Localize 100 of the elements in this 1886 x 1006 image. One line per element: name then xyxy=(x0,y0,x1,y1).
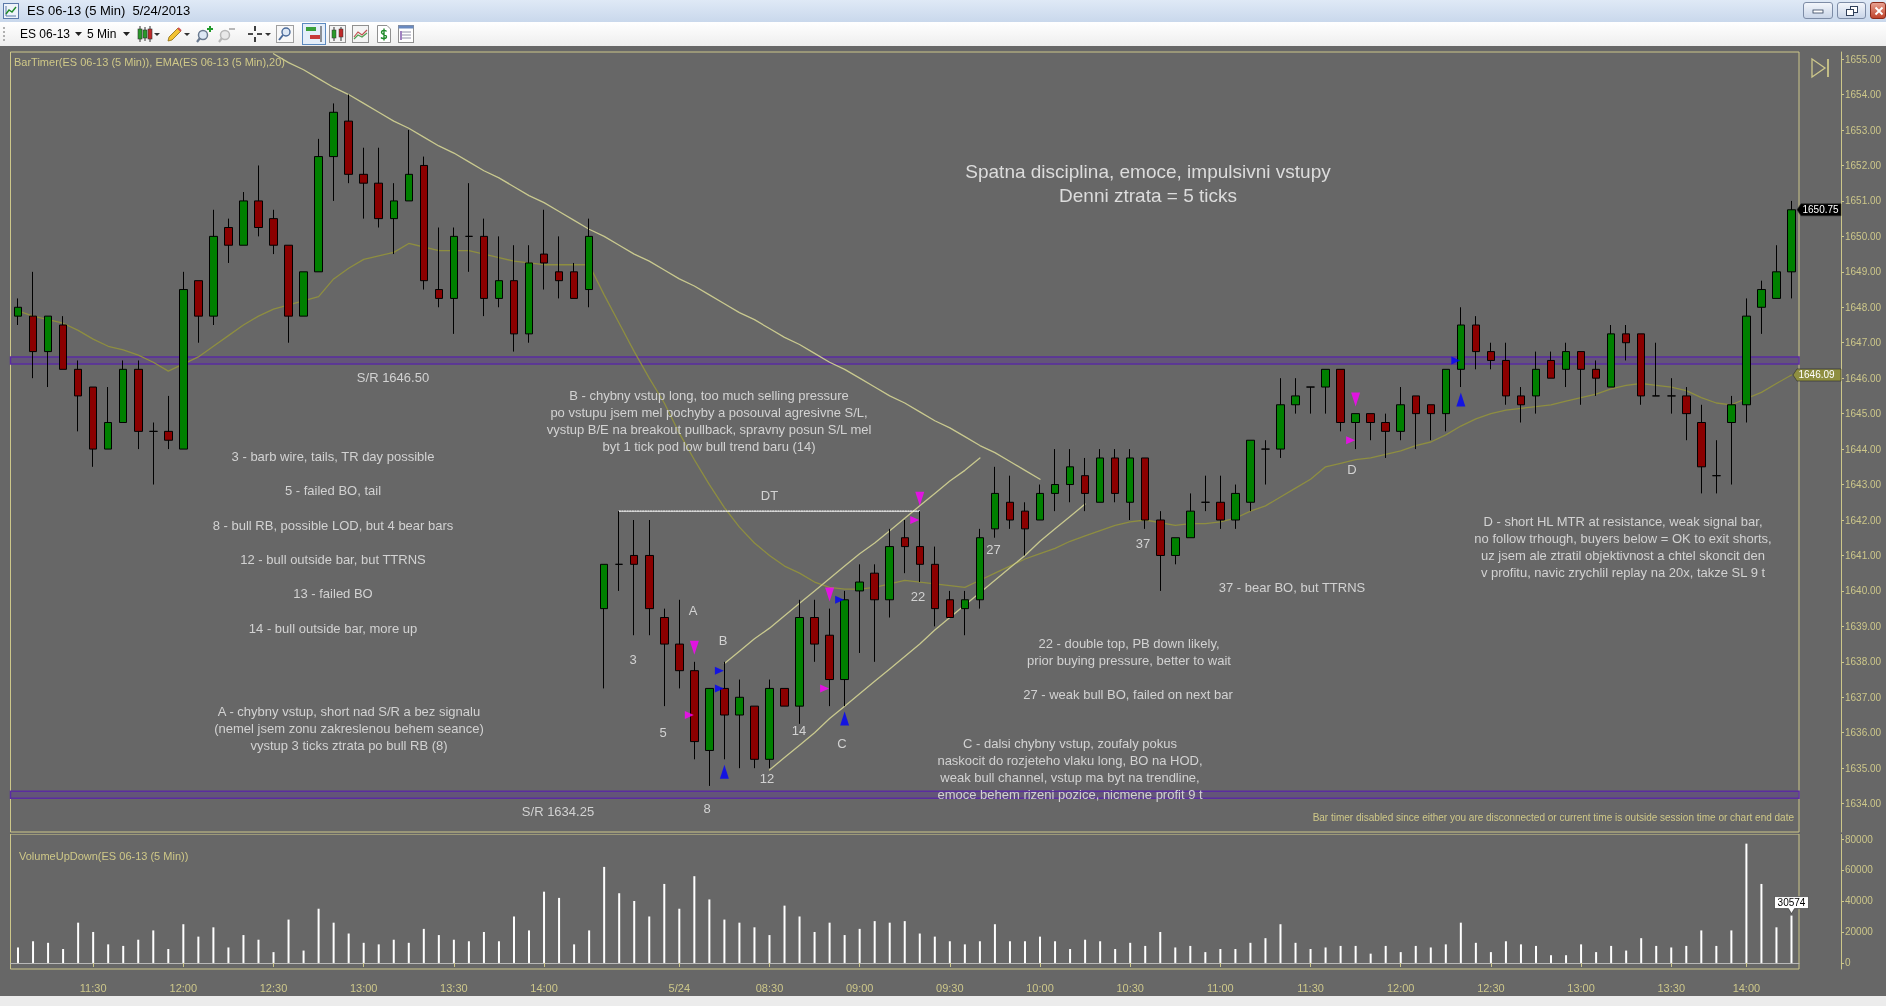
x-tick-label: 12:30 xyxy=(1477,981,1505,994)
x-tick-label: 5/24 xyxy=(668,981,691,994)
bar xyxy=(152,930,155,963)
x-tick-label: 13:30 xyxy=(1657,981,1686,994)
bar xyxy=(77,922,80,963)
x-tick-label: 11:30 xyxy=(79,981,107,994)
bar xyxy=(918,933,921,963)
bar xyxy=(843,935,846,963)
bar xyxy=(708,899,711,963)
bar xyxy=(1279,924,1282,963)
bar xyxy=(482,931,485,963)
bar xyxy=(888,922,891,963)
bar xyxy=(1730,930,1733,963)
bar xyxy=(1459,922,1462,963)
x-tick-label: 12:30 xyxy=(259,981,288,994)
y-tick-label: 60000 xyxy=(1845,864,1874,876)
bar xyxy=(783,905,786,963)
bar xyxy=(1625,950,1628,963)
bar xyxy=(933,936,936,963)
x-tick-label: 10:00 xyxy=(1026,981,1054,994)
bar xyxy=(1129,942,1132,963)
bar xyxy=(1144,945,1147,963)
bar xyxy=(1700,930,1703,963)
y-tick-label: 40000 xyxy=(1845,895,1874,907)
bar xyxy=(543,891,546,963)
bar xyxy=(1249,942,1252,963)
bar xyxy=(257,939,260,963)
y-tick-label: 0 xyxy=(1845,957,1851,969)
bar xyxy=(1339,945,1342,963)
bar xyxy=(1474,942,1477,963)
bar xyxy=(1384,945,1387,963)
bar xyxy=(1670,947,1673,963)
bar xyxy=(467,941,470,963)
bar xyxy=(1204,952,1207,963)
x-tick-label: 12:00 xyxy=(169,981,198,994)
x-tick-label: 08:30 xyxy=(755,981,784,994)
x-tick-label: 11:30 xyxy=(1297,981,1324,994)
bar xyxy=(1414,945,1417,963)
bar xyxy=(167,949,170,963)
bar xyxy=(32,941,35,963)
bar xyxy=(302,950,305,963)
bar xyxy=(1264,938,1267,963)
bar xyxy=(558,897,561,963)
bar xyxy=(963,944,966,963)
bar xyxy=(347,933,350,963)
bar xyxy=(813,931,816,963)
bar xyxy=(1429,947,1432,963)
bar xyxy=(1039,936,1042,963)
x-tick-label: 13:00 xyxy=(1567,981,1595,994)
bar xyxy=(858,928,861,963)
bar xyxy=(528,930,531,963)
bar xyxy=(1444,944,1447,963)
bar xyxy=(978,941,981,963)
bar xyxy=(287,919,290,963)
bar xyxy=(1159,931,1162,963)
bar xyxy=(317,908,320,963)
bar xyxy=(122,945,125,963)
bar xyxy=(1534,945,1537,963)
bar xyxy=(92,931,95,963)
x-tick-label: 12:00 xyxy=(1386,981,1415,994)
bar xyxy=(197,936,200,963)
bar xyxy=(828,922,831,963)
bar xyxy=(1099,941,1102,963)
bar xyxy=(332,922,335,963)
bar xyxy=(182,924,185,963)
bar xyxy=(1399,952,1402,963)
bar xyxy=(768,935,771,963)
bar xyxy=(1069,949,1072,963)
bar xyxy=(1685,945,1688,963)
bar xyxy=(1760,883,1763,963)
bar xyxy=(1775,927,1778,963)
bar xyxy=(1745,843,1748,963)
bar xyxy=(753,927,756,963)
bar xyxy=(1354,945,1357,963)
bar xyxy=(1234,949,1237,963)
bar xyxy=(1294,942,1297,963)
bar xyxy=(1369,953,1372,963)
bar xyxy=(1550,955,1553,963)
bar xyxy=(1504,941,1507,963)
bar xyxy=(377,944,380,963)
text: VolumeUpDown(ES 06-13 (5 Min)) xyxy=(19,849,189,862)
x-tick-label: 13:00 xyxy=(349,981,378,994)
bar xyxy=(618,893,621,963)
bar xyxy=(633,900,636,963)
bar xyxy=(452,939,455,963)
bar xyxy=(738,922,741,963)
x-tick-label: 10:30 xyxy=(1116,981,1144,994)
bar xyxy=(407,942,410,963)
bar xyxy=(1309,949,1312,963)
bar xyxy=(17,947,20,963)
bar xyxy=(1640,938,1643,963)
bar xyxy=(242,935,245,963)
bar xyxy=(422,928,425,963)
bar xyxy=(678,908,681,963)
bar xyxy=(212,927,215,963)
bar xyxy=(1023,941,1026,963)
bar xyxy=(137,939,140,963)
bar xyxy=(1084,939,1087,963)
bar xyxy=(1610,945,1613,963)
bar xyxy=(873,921,876,963)
